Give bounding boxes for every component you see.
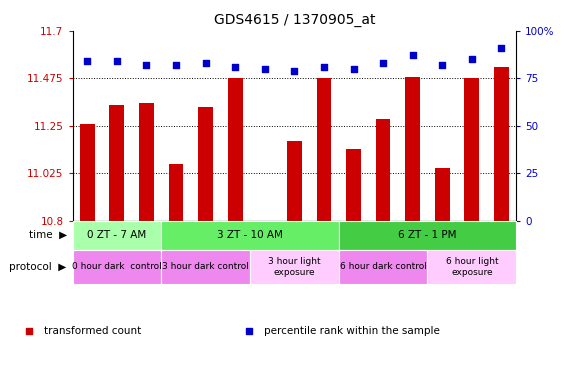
Text: percentile rank within the sample: percentile rank within the sample: [264, 326, 440, 336]
Bar: [376, 119, 390, 221]
Point: [290, 68, 299, 74]
Point: [172, 62, 181, 68]
Point: [230, 64, 240, 70]
Bar: [339, 221, 516, 250]
Bar: [250, 250, 339, 284]
Bar: [494, 67, 509, 221]
Point: [245, 328, 254, 334]
Bar: [317, 78, 331, 221]
Bar: [339, 250, 427, 284]
Point: [142, 62, 151, 68]
Bar: [465, 78, 479, 221]
Bar: [80, 124, 95, 221]
Bar: [110, 105, 124, 221]
Point: [349, 66, 358, 72]
Text: 3 hour dark control: 3 hour dark control: [162, 262, 249, 271]
Title: GDS4615 / 1370905_at: GDS4615 / 1370905_at: [213, 13, 375, 27]
Bar: [161, 221, 339, 250]
Bar: [287, 141, 302, 221]
Text: 0 hour dark  control: 0 hour dark control: [72, 262, 162, 271]
Point: [260, 66, 270, 72]
Text: 0 ZT - 7 AM: 0 ZT - 7 AM: [87, 230, 147, 240]
Text: 3 ZT - 10 AM: 3 ZT - 10 AM: [217, 230, 283, 240]
Bar: [198, 107, 213, 221]
Bar: [228, 78, 242, 221]
Bar: [405, 77, 420, 221]
Bar: [427, 250, 516, 284]
Text: 6 ZT - 1 PM: 6 ZT - 1 PM: [398, 230, 456, 240]
Text: protocol  ▶: protocol ▶: [9, 262, 67, 272]
Point: [201, 60, 211, 66]
Text: 6 hour light
exposure: 6 hour light exposure: [445, 257, 498, 276]
Point: [24, 328, 34, 334]
Point: [467, 56, 477, 62]
Bar: [72, 221, 161, 250]
Point: [379, 60, 388, 66]
Point: [113, 58, 122, 64]
Text: transformed count: transformed count: [44, 326, 141, 336]
Point: [319, 64, 328, 70]
Bar: [258, 221, 272, 225]
Bar: [169, 164, 183, 221]
Text: 6 hour dark control: 6 hour dark control: [340, 262, 426, 271]
Bar: [435, 168, 450, 221]
Text: 3 hour light
exposure: 3 hour light exposure: [268, 257, 321, 276]
Bar: [346, 149, 361, 221]
Point: [496, 45, 506, 51]
Bar: [139, 103, 154, 221]
Bar: [72, 250, 161, 284]
Bar: [161, 250, 250, 284]
Point: [408, 52, 418, 58]
Point: [438, 62, 447, 68]
Text: time  ▶: time ▶: [28, 230, 67, 240]
Point: [82, 58, 92, 64]
